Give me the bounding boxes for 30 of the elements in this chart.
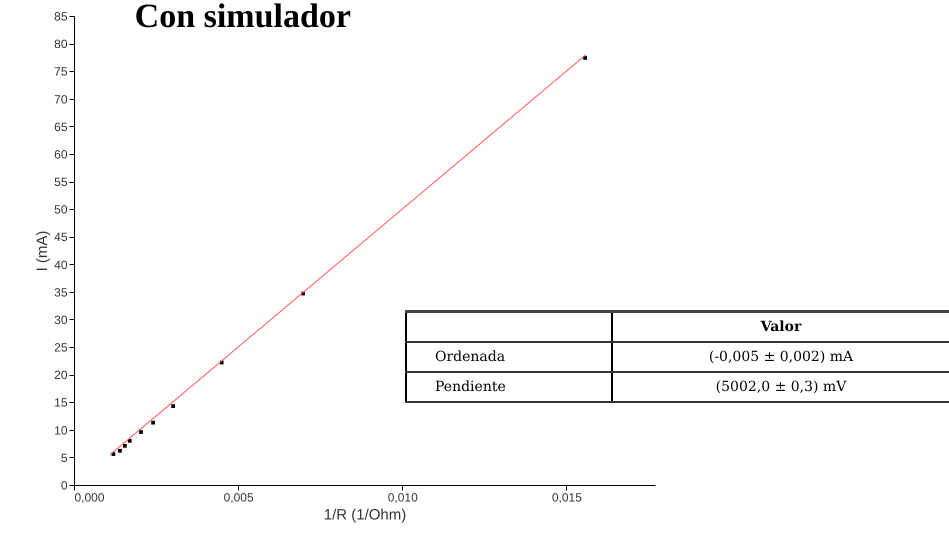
- y-tick-label: 80: [54, 37, 68, 52]
- text: Valor: [760, 319, 802, 335]
- y-tick-label: 25: [54, 340, 68, 355]
- x-axis-title: 1/R (1/Ohm): [324, 506, 406, 524]
- x-tick-label: 0,010: [388, 490, 418, 504]
- annotation: Ordenada: [406, 342, 612, 372]
- y-tick-label: 85: [54, 10, 68, 24]
- y-tick-label: 60: [54, 147, 68, 162]
- y-tick-label: 10: [54, 423, 68, 438]
- x-tick-label: 0,015: [552, 490, 582, 504]
- y-tick-label: 15: [54, 396, 68, 410]
- annotation: Pendiente: [406, 372, 612, 402]
- y-tick-label: 40: [54, 258, 68, 272]
- x-tick-label: 0,000: [74, 490, 105, 504]
- y-tick-label: 70: [54, 92, 68, 106]
- y-axis-title: I (mA): [34, 230, 52, 272]
- y-tick-label: 65: [54, 120, 68, 134]
- chart-title: Con simulador: [134, 0, 351, 35]
- y-tick-label: 50: [54, 202, 68, 217]
- y-tick-label: 55: [54, 175, 68, 190]
- y-tick-label: 30: [54, 312, 68, 327]
- text: (-0,005 ± 0,002) mA: [708, 349, 854, 365]
- y-tick-label: 75: [54, 64, 68, 79]
- text: (5002,0 ± 0,3) mV: [716, 379, 846, 395]
- y-tick-label: 0: [60, 478, 68, 492]
- y-tick-label: 5: [60, 450, 68, 465]
- y-tick-label: 45: [54, 230, 68, 244]
- y-tick-label: 20: [54, 368, 68, 382]
- x-tick-label: 0,005: [224, 490, 254, 504]
- y-tick-label: 35: [54, 285, 68, 300]
